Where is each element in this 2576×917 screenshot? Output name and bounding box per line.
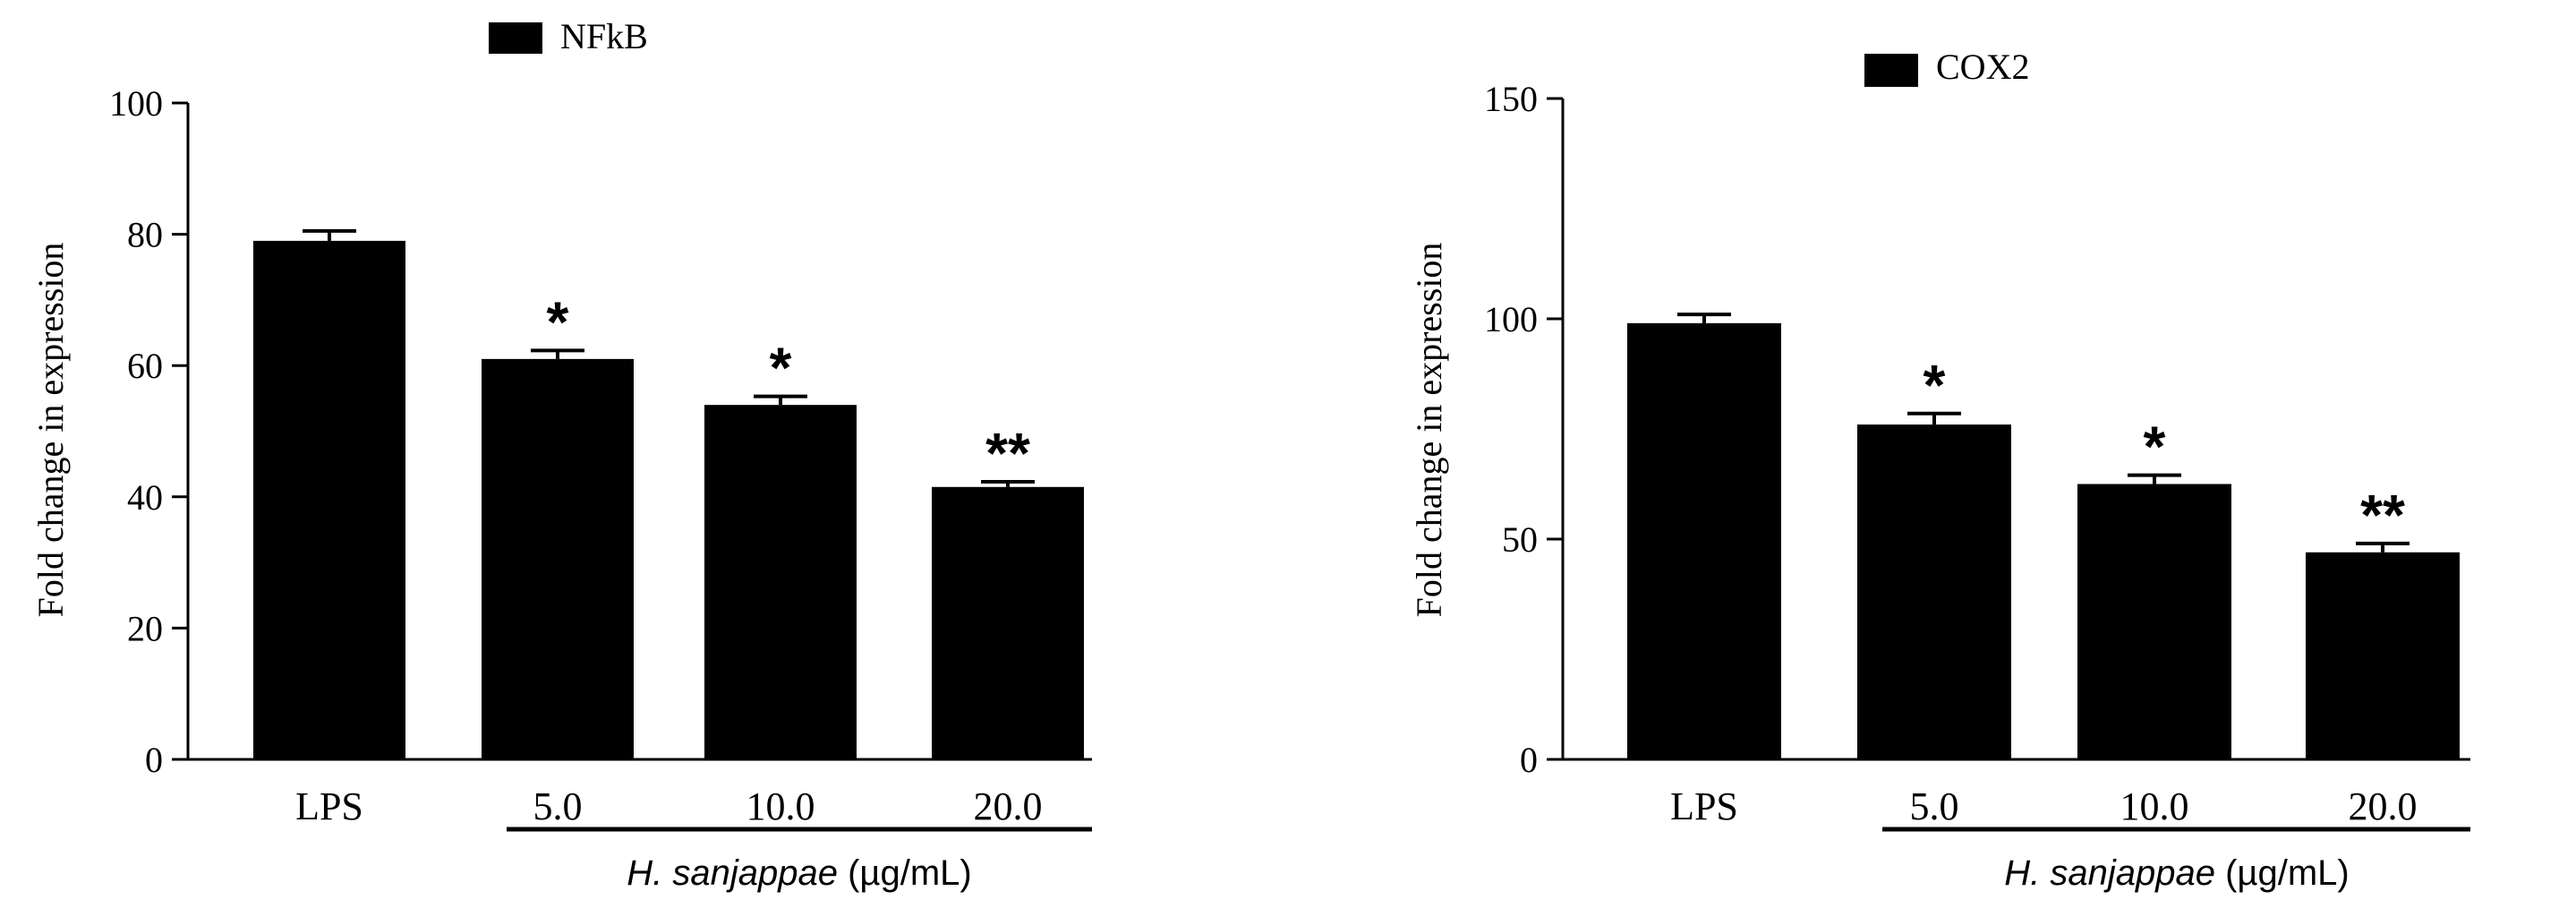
- group-label-units: (µg/mL): [2215, 853, 2350, 893]
- significance-marker: *: [547, 289, 569, 354]
- bar: [2077, 484, 2231, 759]
- x-tick-label: 20.0: [974, 784, 1043, 828]
- x-tick-label: 10.0: [746, 784, 815, 828]
- x-tick-label: 5.0: [533, 784, 583, 828]
- x-tick-label: 20.0: [2349, 784, 2418, 828]
- chart-2: 0 50 100 150 Fold change in expression COX2 LP…: [1409, 47, 2470, 893]
- y-axis-label: Fold change in expression: [30, 243, 71, 618]
- bar: [1857, 424, 2011, 759]
- x-tick-label: 10.0: [2120, 784, 2189, 828]
- group-label-italic: H. sanjappae: [2004, 853, 2215, 893]
- significance-marker: *: [770, 336, 792, 400]
- bar: [1627, 322, 1781, 759]
- significance-marker: **: [2360, 483, 2405, 547]
- chart-1: 0 20 40 60 80 100 Fold change in expression NFk…: [30, 16, 1092, 893]
- y-tick-label: 80: [127, 215, 163, 255]
- y-tick-label: 100: [109, 83, 163, 124]
- legend-swatch: [1864, 54, 1918, 87]
- bar: [482, 358, 634, 759]
- legend-label: NFkB: [560, 16, 648, 56]
- group-label-units: (µg/mL): [838, 853, 972, 893]
- y-tick-label: 60: [127, 346, 163, 386]
- bar: [932, 486, 1084, 759]
- bar: [253, 240, 405, 759]
- x-tick-label: LPS: [1670, 784, 1738, 828]
- y-tick-label: 40: [127, 477, 163, 518]
- x-tick-label: LPS: [295, 784, 363, 828]
- legend-label: COX2: [1936, 47, 2029, 87]
- bar: [2306, 552, 2460, 759]
- y-tick-label: 0: [1520, 740, 1538, 780]
- y-axis-label: Fold change in expression: [1409, 243, 1449, 618]
- y-tick-label: 20: [127, 608, 163, 648]
- group-label: H. sanjappae (µg/mL): [2004, 853, 2349, 893]
- legend-swatch: [489, 22, 542, 54]
- y-tick-label: 50: [1502, 519, 1538, 560]
- bar: [704, 405, 857, 759]
- x-tick-label: 5.0: [1910, 784, 1959, 828]
- significance-marker: **: [985, 421, 1030, 485]
- y-tick-label: 150: [1484, 79, 1538, 119]
- group-label: H. sanjappae (µg/mL): [627, 853, 971, 893]
- y-tick-label: 0: [145, 740, 163, 780]
- y-tick-label: 100: [1484, 299, 1538, 339]
- significance-marker: *: [1923, 353, 1946, 417]
- significance-marker: *: [2144, 415, 2166, 479]
- group-label-italic: H. sanjappae: [627, 853, 838, 893]
